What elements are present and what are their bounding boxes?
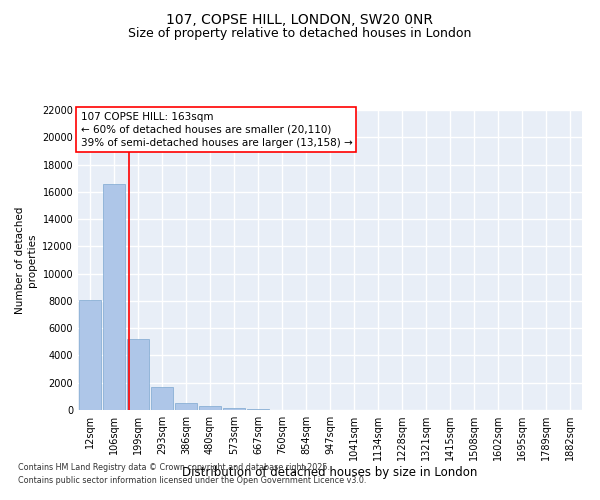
Bar bbox=[247, 408, 269, 410]
Y-axis label: Number of detached
properties: Number of detached properties bbox=[15, 206, 37, 314]
Bar bbox=[199, 406, 221, 410]
Text: Contains HM Land Registry data © Crown copyright and database right 2025.: Contains HM Land Registry data © Crown c… bbox=[18, 464, 330, 472]
Bar bbox=[175, 403, 197, 410]
Text: 107, COPSE HILL, LONDON, SW20 0NR: 107, COPSE HILL, LONDON, SW20 0NR bbox=[167, 12, 433, 26]
Bar bbox=[151, 387, 173, 410]
Bar bbox=[79, 300, 101, 410]
Bar bbox=[223, 408, 245, 410]
X-axis label: Distribution of detached houses by size in London: Distribution of detached houses by size … bbox=[182, 466, 478, 479]
Text: Size of property relative to detached houses in London: Size of property relative to detached ho… bbox=[128, 28, 472, 40]
Bar bbox=[127, 339, 149, 410]
Text: 107 COPSE HILL: 163sqm
← 60% of detached houses are smaller (20,110)
39% of semi: 107 COPSE HILL: 163sqm ← 60% of detached… bbox=[80, 112, 352, 148]
Bar bbox=[103, 184, 125, 410]
Text: Contains public sector information licensed under the Open Government Licence v3: Contains public sector information licen… bbox=[18, 476, 367, 485]
